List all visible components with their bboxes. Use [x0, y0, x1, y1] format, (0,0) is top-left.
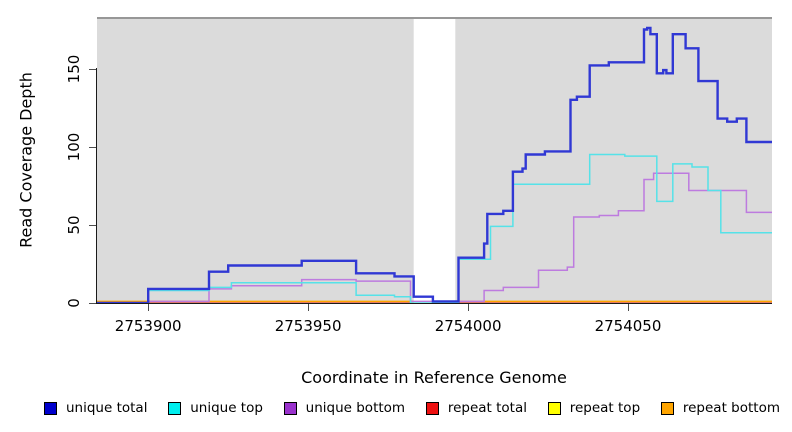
y-tick-label: 100	[65, 132, 83, 162]
series-line-unique-top	[97, 153, 772, 303]
x-tick-label: 2754000	[434, 317, 502, 335]
legend-item-unique-total: unique total	[44, 400, 147, 416]
legend-label: repeat bottom	[682, 400, 780, 416]
legend-label: unique bottom	[305, 400, 406, 416]
series-line-unique-total	[97, 26, 772, 303]
legend-label: unique top	[190, 400, 263, 416]
x-tick-label: 2754050	[594, 317, 662, 335]
legend-label: repeat total	[447, 400, 527, 416]
legend-item-unique-top: unique top	[168, 400, 263, 416]
x-axis-line	[97, 303, 772, 305]
x-tick-label: 2753900	[114, 317, 182, 335]
coverage-gap-band	[413, 19, 456, 303]
legend-swatch-unique-top-icon	[168, 401, 182, 415]
y-axis-title: Read Coverage Depth	[16, 72, 36, 248]
legend-swatch-repeat-bottom-icon	[660, 401, 674, 415]
legend-swatch-repeat-top-icon	[547, 401, 561, 415]
legend-item-repeat-top: repeat top	[547, 400, 641, 416]
x-tick	[148, 304, 150, 311]
x-axis-title: Coordinate in Reference Genome	[301, 368, 567, 387]
legend-item-unique-bottom: unique bottom	[283, 400, 406, 416]
y-tick-label: 50	[65, 215, 83, 235]
y-axis-line	[96, 68, 98, 304]
plot-panel	[97, 17, 772, 303]
legend-swatch-repeat-total-icon	[425, 401, 439, 415]
y-tick-label: 0	[65, 298, 83, 308]
x-tick	[468, 304, 470, 311]
x-tick-label: 2753950	[274, 317, 342, 335]
legend-label: unique total	[66, 400, 148, 416]
y-tick	[89, 146, 96, 148]
chart-canvas	[97, 17, 772, 303]
x-tick	[308, 304, 310, 311]
legend-swatch-unique-total-icon	[44, 401, 57, 415]
legend-item-repeat-total: repeat total	[425, 400, 527, 416]
legend: unique total unique top unique bottom repea…	[44, 399, 780, 417]
legend-item-repeat-bottom: repeat bottom	[660, 400, 780, 416]
y-tick-label: 150	[65, 54, 83, 83]
legend-label: repeat top	[569, 400, 641, 416]
legend-swatch-unique-bottom-icon	[283, 401, 297, 415]
y-tick	[89, 68, 96, 70]
y-tick	[89, 303, 96, 305]
y-tick	[89, 224, 96, 227]
x-tick	[628, 304, 630, 311]
